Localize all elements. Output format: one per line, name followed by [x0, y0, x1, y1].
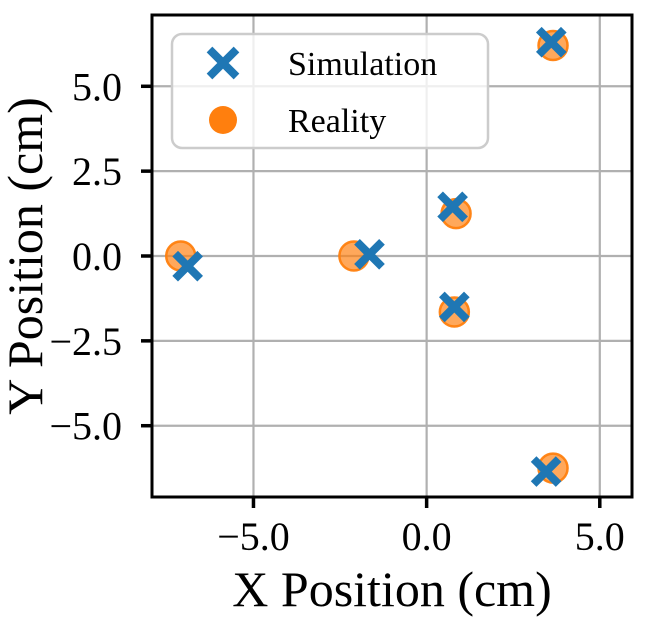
legend: Simulation Reality: [170, 32, 490, 150]
x-tick-label: 5.0: [575, 514, 625, 559]
x-tick-label: −5.0: [217, 514, 290, 559]
simulation-marker: [530, 456, 562, 487]
y-tick-label: 5.0: [72, 64, 122, 109]
y-axis-label: Y Position (cm): [0, 97, 53, 415]
legend-box: [170, 32, 490, 150]
x-axis-label: X Position (cm): [232, 561, 551, 617]
legend-label-simulation: Simulation: [288, 46, 437, 83]
y-tick-label: 2.5: [72, 149, 122, 194]
x-tick-label: 0.0: [402, 514, 452, 559]
x-marker-icon: [206, 46, 240, 80]
y-tick-label: −5.0: [49, 404, 122, 449]
simulation-marker: [354, 238, 385, 270]
y-tick-label: 0.0: [72, 234, 122, 279]
simulation-marker: [437, 191, 468, 223]
tick-layer: [141, 84, 602, 508]
simulation-marker: [172, 250, 203, 282]
simulation-marker: [439, 291, 470, 323]
circle-marker-icon: [209, 106, 237, 134]
marker-layer: [164, 26, 569, 487]
legend-label-reality: Reality: [288, 103, 386, 140]
tick-label-layer: −5.0 0.0 5.0 −5.0 −2.5 0.0 2.5 5.0: [49, 64, 624, 559]
y-tick-label: −2.5: [49, 319, 122, 364]
simulation-marker: [535, 26, 567, 58]
